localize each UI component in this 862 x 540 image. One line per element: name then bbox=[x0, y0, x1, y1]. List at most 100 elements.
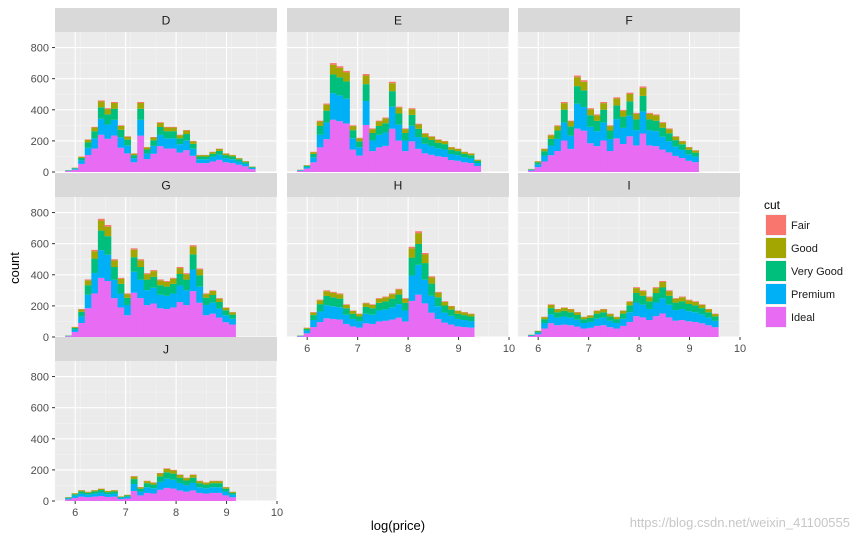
axes: 0 200 400 600 800 0 200 400 600 800 6 7 8 9 10 6 7 8 9 10 0 2… bbox=[31, 43, 746, 519]
bar-segment-good bbox=[156, 473, 164, 477]
bar-segment-very-good bbox=[143, 149, 151, 154]
bar-segment-good bbox=[202, 155, 210, 157]
x-tick-label: 6 bbox=[304, 343, 310, 355]
bar-segment-ideal bbox=[316, 322, 324, 337]
bar-segment-very-good bbox=[659, 127, 667, 137]
bar-segment-very-good bbox=[111, 491, 118, 494]
bar-segment-ideal bbox=[303, 168, 311, 172]
bar-segment-premium bbox=[547, 145, 555, 156]
bar-segment-premium bbox=[369, 140, 377, 152]
facet-strip-label: J bbox=[163, 343, 169, 357]
bar-segment-good bbox=[574, 77, 581, 87]
bar-segment-fair bbox=[395, 106, 403, 108]
bar-segment-ideal bbox=[652, 316, 660, 337]
bar-segment-premium bbox=[97, 492, 105, 497]
bar-segment-very-good bbox=[303, 165, 311, 167]
bar-segment-very-good bbox=[434, 142, 442, 149]
bar-segment-very-good bbox=[163, 286, 171, 296]
bar-segment-good bbox=[474, 159, 482, 161]
bar-segment-fair bbox=[91, 249, 99, 252]
bar-segment-fair bbox=[441, 301, 449, 302]
bar-segment-fair bbox=[163, 468, 171, 469]
bar-segment-premium bbox=[619, 127, 627, 144]
bar-segment-very-good bbox=[104, 492, 112, 495]
bar-segment-good bbox=[467, 153, 475, 156]
bar-segment-very-good bbox=[65, 497, 72, 499]
bar-segment-very-good bbox=[698, 308, 706, 315]
bar-segment-ideal bbox=[639, 317, 647, 337]
bar-segment-premium bbox=[711, 320, 719, 328]
bar-segment-good bbox=[310, 312, 318, 316]
bar-segment-very-good bbox=[633, 119, 640, 131]
bar-segment-premium bbox=[150, 287, 158, 304]
bar-segment-premium bbox=[163, 138, 171, 149]
bar-segment-good bbox=[356, 314, 363, 317]
bar-segment-fair bbox=[156, 279, 164, 281]
bar-segment-fair bbox=[170, 126, 177, 128]
bar-segment-ideal bbox=[323, 139, 331, 172]
bar-segment-ideal bbox=[705, 325, 713, 337]
bar-segment-ideal bbox=[646, 145, 654, 172]
bar-segment-very-good bbox=[685, 149, 693, 155]
facet-panel-h: H bbox=[286, 173, 510, 338]
bar-segment-good bbox=[626, 93, 634, 102]
bar-segment-good bbox=[323, 291, 331, 296]
bar-segment-premium bbox=[395, 304, 403, 318]
bar-segment-premium bbox=[316, 134, 324, 148]
bar-segment-premium bbox=[587, 321, 594, 328]
bar-segment-ideal bbox=[467, 163, 475, 172]
bar-segment-good bbox=[183, 274, 191, 280]
bar-segment-premium bbox=[202, 488, 210, 494]
bar-segment-ideal bbox=[183, 305, 191, 337]
bar-segment-premium bbox=[156, 481, 164, 490]
bar-segment-good bbox=[97, 488, 105, 491]
bar-segment-very-good bbox=[633, 292, 640, 303]
y-tick-label: 800 bbox=[31, 208, 49, 220]
bar-segment-good bbox=[461, 312, 468, 316]
bar-segment-premium bbox=[303, 330, 311, 334]
bar-segment-premium bbox=[560, 316, 568, 325]
bar-segment-ideal bbox=[528, 336, 535, 337]
bar-segment-very-good bbox=[613, 105, 621, 120]
bar-segment-good bbox=[454, 149, 462, 152]
bar-segment-ideal bbox=[183, 150, 191, 172]
bar-segment-premium bbox=[441, 149, 449, 158]
bar-segment-very-good bbox=[222, 488, 230, 492]
bar-segment-premium bbox=[202, 304, 210, 316]
bar-segment-premium bbox=[189, 482, 197, 491]
bar-segment-premium bbox=[461, 320, 468, 328]
bar-segment-premium bbox=[587, 126, 594, 144]
bar-segment-fair bbox=[646, 112, 654, 114]
bar-segment-ideal bbox=[91, 293, 99, 337]
bar-segment-ideal bbox=[183, 491, 191, 501]
bar-segment-ideal bbox=[692, 162, 699, 172]
bar-segment-very-good bbox=[117, 283, 125, 294]
bar-segment-good bbox=[130, 153, 138, 156]
bar-segment-ideal bbox=[672, 320, 680, 337]
bar-segment-ideal bbox=[117, 147, 125, 172]
bar-segment-ideal bbox=[395, 140, 403, 172]
bar-segment-ideal bbox=[310, 162, 318, 172]
bar-segment-very-good bbox=[356, 141, 363, 148]
bar-segment-ideal bbox=[580, 328, 588, 337]
bar-segment-premium bbox=[613, 322, 621, 329]
bar-segment-premium bbox=[633, 130, 640, 146]
bar-segment-fair bbox=[343, 304, 350, 305]
bar-segment-premium bbox=[672, 146, 680, 156]
bar-segment-fair bbox=[421, 133, 429, 134]
bar-segment-premium bbox=[369, 314, 377, 324]
bar-segment-good bbox=[137, 260, 145, 267]
bar-segment-premium bbox=[176, 285, 184, 302]
bar-segment-premium bbox=[421, 143, 429, 154]
bar-segment-ideal bbox=[593, 325, 601, 337]
histogram-bars bbox=[65, 468, 236, 501]
bar-segment-good bbox=[124, 136, 131, 140]
bar-segment-very-good bbox=[202, 297, 210, 305]
bar-segment-fair bbox=[408, 108, 416, 110]
bar-segment-ideal bbox=[156, 489, 164, 501]
bar-segment-good bbox=[163, 468, 171, 473]
bar-segment-very-good bbox=[78, 157, 86, 161]
bar-segment-fair bbox=[402, 128, 409, 130]
bar-segment-fair bbox=[349, 125, 357, 127]
bar-segment-good bbox=[646, 113, 654, 120]
